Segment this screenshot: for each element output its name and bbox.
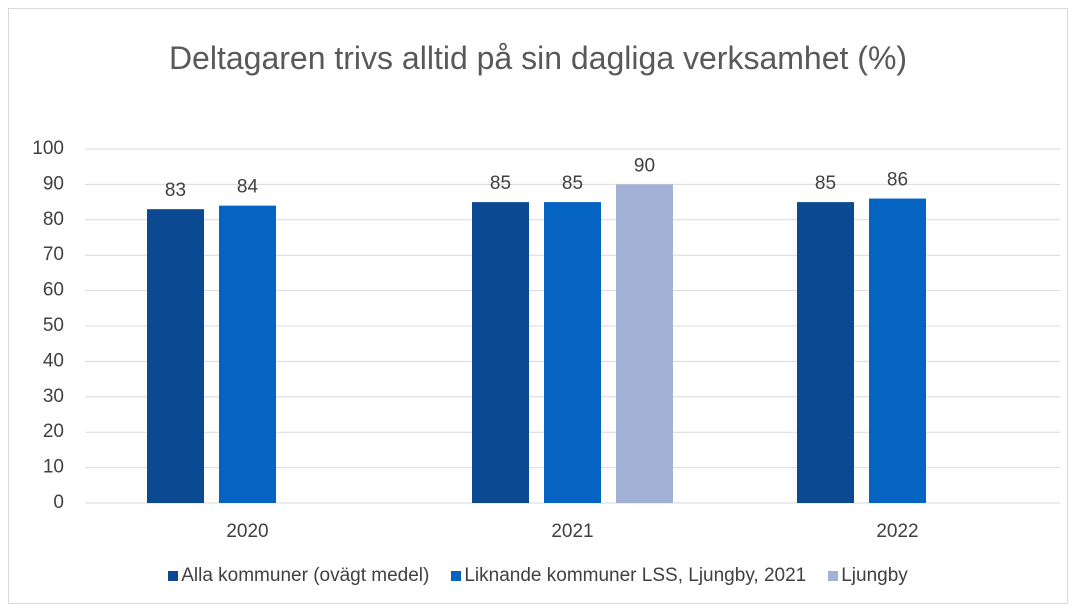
y-tick-label: 10: [43, 457, 64, 478]
x-tick-label: 2020: [226, 521, 268, 542]
bar: [544, 202, 601, 503]
legend-swatch: [451, 571, 462, 581]
legend-item: Ljungby: [828, 565, 908, 587]
legend-label: Liknande kommuner LSS, Ljungby, 2021: [464, 565, 807, 586]
y-tick-label: 80: [43, 209, 64, 230]
legend-swatch: [168, 571, 179, 581]
y-tick-label: 70: [43, 244, 64, 265]
data-label: 85: [815, 173, 836, 194]
y-tick-label: 90: [43, 173, 64, 194]
bar: [147, 209, 204, 503]
y-tick-label: 40: [43, 350, 64, 371]
legend-item: Liknande kommuner LSS, Ljungby, 2021: [451, 565, 806, 587]
legend: Alla kommuner (ovägt medel) Liknande komm…: [0, 565, 1076, 587]
y-tick-label: 50: [43, 315, 64, 336]
bar: [219, 205, 276, 503]
data-label: 84: [237, 177, 259, 198]
bar: [797, 202, 854, 503]
legend-item: Alla kommuner (ovägt medel): [168, 565, 429, 587]
bar: [869, 198, 926, 503]
legend-label: Alla kommuner (ovägt medel): [181, 565, 430, 586]
legend-swatch: [828, 571, 839, 581]
data-label: 90: [634, 155, 655, 176]
data-label: 83: [165, 180, 186, 201]
data-label: 85: [562, 173, 583, 194]
bar: [472, 202, 529, 503]
y-tick-label: 100: [32, 138, 64, 159]
y-tick-label: 30: [43, 386, 64, 407]
x-tick-label: 2022: [876, 521, 918, 542]
legend-label: Ljungby: [841, 565, 908, 586]
chart-title: Deltagaren trivs alltid på sin dagliga v…: [168, 40, 908, 76]
y-tick-label: 60: [43, 280, 64, 301]
chart-border: [8, 8, 1068, 604]
data-label: 85: [490, 173, 511, 194]
x-tick-label: 2021: [551, 521, 593, 542]
bar: [616, 184, 673, 503]
y-tick-label: 20: [43, 421, 64, 442]
y-tick-label: 0: [53, 492, 64, 513]
data-label: 86: [887, 170, 908, 191]
